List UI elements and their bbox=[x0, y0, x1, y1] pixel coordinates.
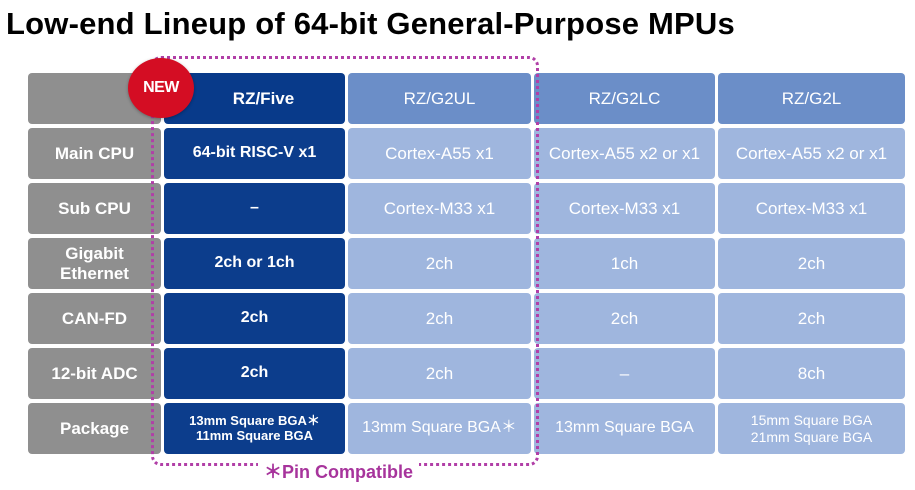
cell-rzg2lc-adc: – bbox=[534, 348, 715, 399]
cell-rzfive-can-fd: 2ch bbox=[164, 293, 345, 344]
cell-rzg2lc-main-cpu: Cortex-A55 x2 or x1 bbox=[534, 128, 715, 179]
package-line: 21mm Square BGA bbox=[750, 428, 873, 445]
package-line: 13mm Square BGA＊ bbox=[189, 412, 320, 428]
cell-rzfive-ethernet: 2ch or 1ch bbox=[164, 238, 345, 289]
row-header-line: Ethernet bbox=[60, 263, 129, 283]
cell-rzfive-package: 13mm Square BGA＊ 11mm Square BGA bbox=[164, 403, 345, 454]
cell-rzg2ul-ethernet: 2ch bbox=[348, 238, 531, 289]
col-header-rzfive: RZ/Five bbox=[164, 73, 345, 124]
cell-rzg2ul-can-fd: 2ch bbox=[348, 293, 531, 344]
cell-rzg2l-sub-cpu: Cortex-M33 x1 bbox=[718, 183, 905, 234]
col-header-rzg2l: RZ/G2L bbox=[718, 73, 905, 124]
row-header-12bit-adc: 12-bit ADC bbox=[28, 348, 161, 399]
package-line: 15mm Square BGA bbox=[750, 412, 873, 429]
cell-rzg2l-ethernet: 2ch bbox=[718, 238, 905, 289]
package-line: 11mm Square BGA bbox=[195, 427, 314, 443]
package-line: 13mm Square BGA＊ bbox=[362, 419, 517, 437]
cell-rzg2lc-can-fd: 2ch bbox=[534, 293, 715, 344]
cell-rzg2l-adc: 8ch bbox=[718, 348, 905, 399]
cell-rzg2l-main-cpu: Cortex-A55 x2 or x1 bbox=[718, 128, 905, 179]
cell-rzg2lc-ethernet: 1ch bbox=[534, 238, 715, 289]
cell-rzfive-main-cpu: 64-bit RISC-V x1 bbox=[164, 128, 345, 179]
row-header-main-cpu: Main CPU bbox=[28, 128, 161, 179]
cell-rzg2lc-sub-cpu: Cortex-M33 x1 bbox=[534, 183, 715, 234]
cell-rzg2ul-package: 13mm Square BGA＊ bbox=[348, 403, 531, 454]
col-header-rzg2ul: RZ/G2UL bbox=[348, 73, 531, 124]
new-badge: NEW bbox=[128, 58, 194, 118]
cell-rzg2ul-main-cpu: Cortex-A55 x1 bbox=[348, 128, 531, 179]
cell-rzg2lc-package: 13mm Square BGA bbox=[534, 403, 715, 454]
row-header-gigabit-ethernet: Gigabit Ethernet bbox=[28, 238, 161, 289]
cell-rzfive-sub-cpu: – bbox=[164, 183, 345, 234]
col-header-rzg2lc: RZ/G2LC bbox=[534, 73, 715, 124]
row-header-can-fd: CAN-FD bbox=[28, 293, 161, 344]
page-title: Low-end Lineup of 64-bit General-Purpose… bbox=[6, 6, 735, 41]
cell-rzfive-adc: 2ch bbox=[164, 348, 345, 399]
cell-rzg2ul-adc: 2ch bbox=[348, 348, 531, 399]
row-header-line: Gigabit bbox=[65, 243, 124, 263]
row-header-package: Package bbox=[28, 403, 161, 454]
package-line: 13mm Square BGA bbox=[555, 419, 694, 437]
row-header-sub-cpu: Sub CPU bbox=[28, 183, 161, 234]
cell-rzg2l-package: 15mm Square BGA 21mm Square BGA bbox=[718, 403, 905, 454]
pin-compatible-label: ＊Pin Compatible bbox=[258, 458, 420, 484]
cell-rzg2l-can-fd: 2ch bbox=[718, 293, 905, 344]
cell-rzg2ul-sub-cpu: Cortex-M33 x1 bbox=[348, 183, 531, 234]
